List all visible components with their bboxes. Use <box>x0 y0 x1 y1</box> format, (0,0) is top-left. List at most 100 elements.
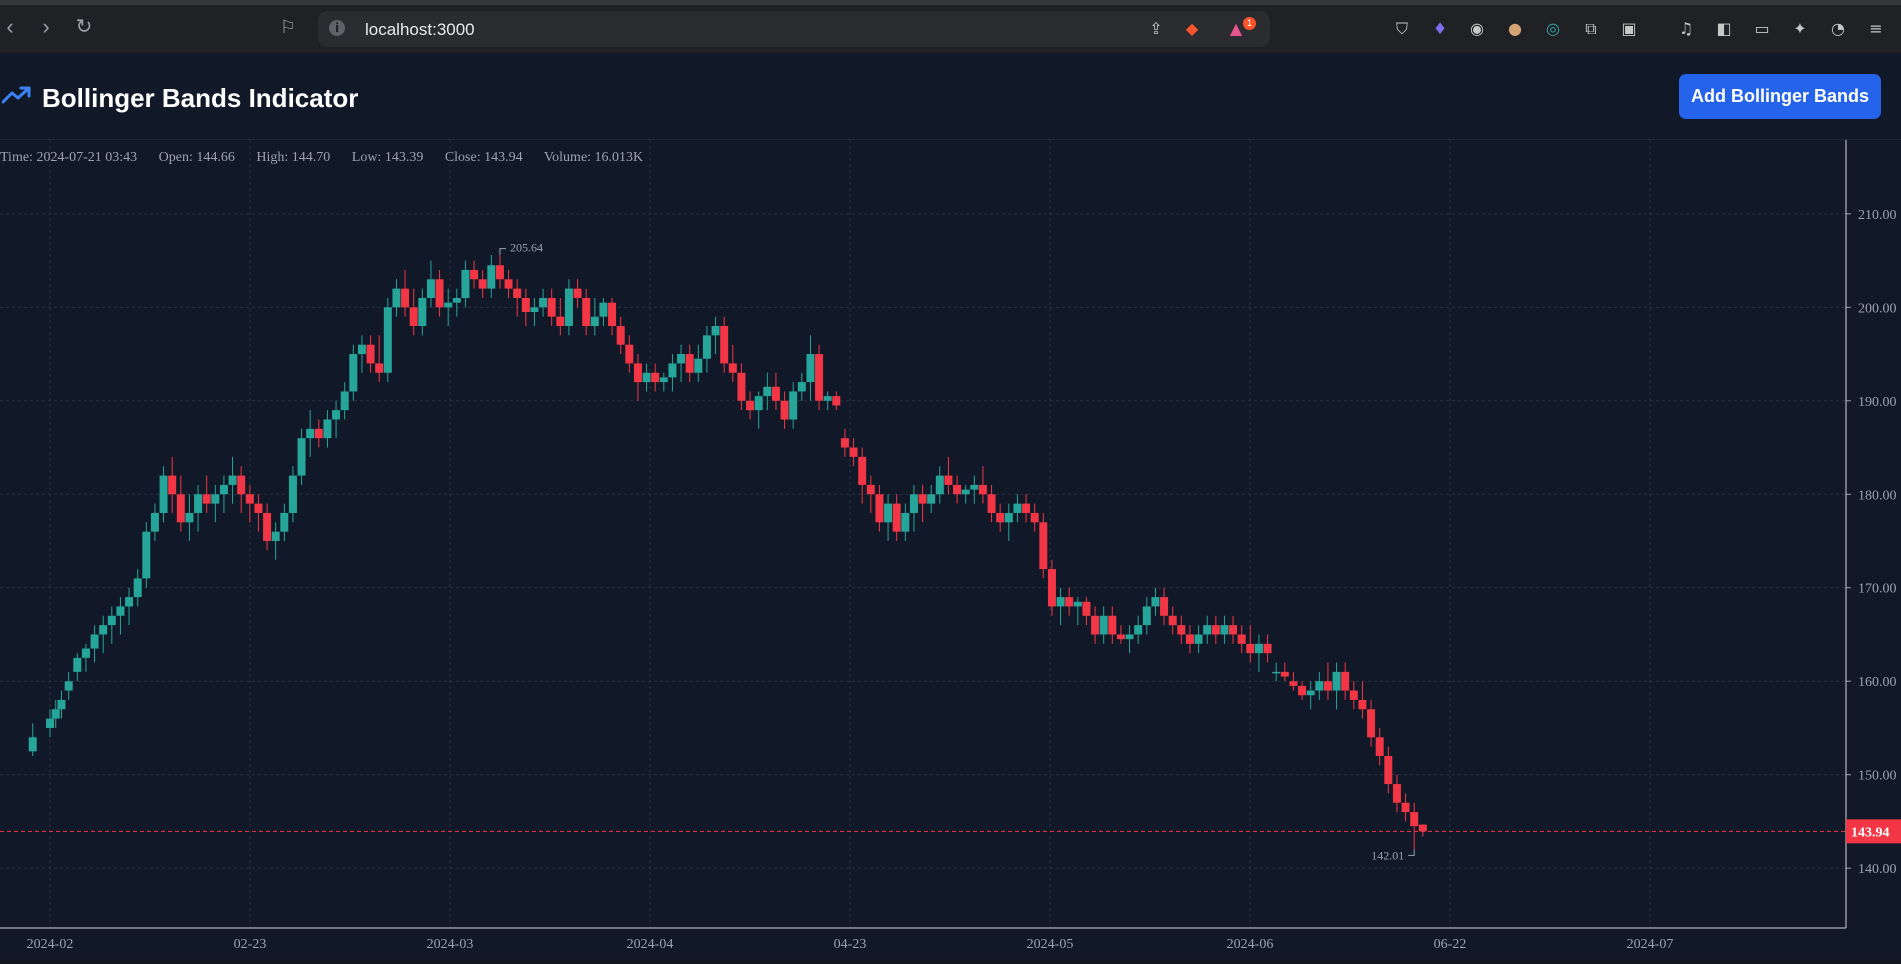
candle-body <box>1039 522 1048 570</box>
reload-icon[interactable]: ↻ <box>75 16 93 38</box>
candle-body <box>176 494 185 523</box>
candle-body <box>271 531 280 542</box>
candle-body <box>582 297 591 327</box>
candle-body <box>46 718 54 728</box>
candle-body <box>763 386 772 397</box>
candle-body <box>142 531 151 579</box>
menu-icon[interactable]: ≡ <box>1869 19 1883 38</box>
legend-open: Open: 144.66 <box>158 150 235 165</box>
candle-body <box>1168 615 1177 626</box>
brave-shield-icon[interactable]: ◆ <box>1185 19 1199 38</box>
candlestick-chart[interactable]: 210.00 200.00 190.00 180.00 170.00 160.00 150.… <box>0 140 1901 959</box>
candle-body <box>452 297 461 303</box>
candle-body <box>51 709 60 719</box>
candle-body <box>219 484 228 495</box>
candle-body <box>547 297 556 317</box>
candle-body <box>366 344 375 364</box>
candle-body <box>944 475 953 485</box>
candle-body <box>1367 709 1376 738</box>
x-tick-label: 2024-02 <box>27 937 74 952</box>
candle-body <box>1177 625 1186 635</box>
candle-body <box>1185 634 1194 644</box>
candle-body <box>927 494 936 504</box>
back-icon[interactable]: ‹ <box>6 14 14 39</box>
candle-body <box>754 396 763 411</box>
candle-body <box>1047 569 1056 607</box>
extension-circle-icon[interactable]: ◉ <box>1470 19 1484 38</box>
legend-volume: Volume: 16.013K <box>543 150 644 165</box>
candle-body <box>901 512 910 532</box>
candle-body <box>711 326 720 336</box>
candle-body <box>1134 625 1143 635</box>
extension-flame-icon[interactable]: ♦ <box>1432 19 1448 38</box>
candle-body <box>858 456 867 485</box>
brave-rewards-icon[interactable]: ▲ <box>1229 19 1243 38</box>
app-header: Bollinger Bands Indicator Add Bollinger … <box>0 53 1901 140</box>
music-icon[interactable]: ♫ <box>1678 19 1694 38</box>
candle-body <box>1384 756 1393 785</box>
candle-body <box>1073 601 1082 607</box>
candle-body <box>1392 784 1401 803</box>
candle-body <box>194 494 203 513</box>
bookmark-icon[interactable]: ⚐ <box>279 17 297 37</box>
y-tick-label: 210.00 <box>1858 208 1897 223</box>
candle-body <box>1099 615 1108 635</box>
candle-body <box>564 288 573 327</box>
candle-body <box>823 396 832 401</box>
candle-body <box>530 307 539 312</box>
sidebar-icon[interactable]: ◧ <box>1716 19 1732 38</box>
forward-icon[interactable]: › <box>42 14 50 39</box>
chart-canvas[interactable]: 210.00 200.00 190.00 180.00 170.00 160.00 150.… <box>0 140 1901 959</box>
cookie-icon[interactable]: ● <box>1508 19 1522 38</box>
y-tick-label: 170.00 <box>1858 582 1897 597</box>
candle-body <box>789 391 798 420</box>
candle-body <box>444 302 453 308</box>
candle-body <box>90 634 99 649</box>
candle-body <box>987 494 996 513</box>
url-text[interactable]: localhost:3000 <box>365 20 475 39</box>
wallet-icon[interactable]: ▭ <box>1754 19 1770 38</box>
page-title: Bollinger Bands Indicator <box>42 83 359 113</box>
notification-badge: 1 <box>1243 17 1256 30</box>
candle-body <box>1410 812 1419 827</box>
candle-body <box>1211 625 1220 635</box>
candle-body <box>64 681 73 691</box>
candle-body <box>1254 643 1263 654</box>
address-bar[interactable]: i localhost:3000 ⇪ ◆ ▲ 1 <box>318 11 1270 47</box>
legend-time: Time: 2024-07-21 03:43 <box>0 150 138 165</box>
candle-body <box>875 494 884 523</box>
candle-body <box>961 489 970 495</box>
candle-body <box>953 484 962 495</box>
candle-body <box>702 335 711 359</box>
extensions-puzzle-icon[interactable]: ⧉ <box>1585 19 1597 38</box>
vpn-shield-icon[interactable]: ⛉ <box>1395 19 1408 38</box>
candle-body <box>401 288 410 308</box>
site-info-icon[interactable]: i <box>329 20 345 36</box>
extension-owl-icon[interactable]: ◎ <box>1546 19 1560 38</box>
candle-body <box>57 699 66 710</box>
y-tick-label: 190.00 <box>1858 395 1897 410</box>
screenshot-icon[interactable]: ▣ <box>1621 19 1637 38</box>
candle-body <box>1349 690 1358 700</box>
legend-low: Low: 143.39 <box>351 150 424 165</box>
candle-body <box>1229 625 1238 635</box>
x-tick-label: 2024-05 <box>1027 937 1074 952</box>
browser-toolbar: ‹ › ↻ ⚐ i localhost:3000 ⇪ ◆ ▲ 1 ⛉ ♦ ◉ ●… <box>0 0 1901 53</box>
candle-body <box>185 512 194 523</box>
candle-body <box>746 400 755 411</box>
candle-body <box>935 475 944 495</box>
x-tick-label: 2024-06 <box>1227 937 1274 952</box>
share-icon[interactable]: ⇪ <box>1149 19 1163 38</box>
legend-close: Close: 143.94 <box>444 150 523 165</box>
leo-ai-icon[interactable]: ✦ <box>1793 19 1807 38</box>
candle-body <box>1108 615 1117 635</box>
add-bollinger-bands-button[interactable]: Add Bollinger Bands <box>1679 74 1881 119</box>
candle-body <box>1194 634 1203 644</box>
candle-body <box>513 288 522 298</box>
candle-body <box>349 354 358 392</box>
candle-body <box>815 354 824 401</box>
brave-vpn-icon[interactable]: ◔ <box>1831 19 1845 38</box>
candle-body <box>487 265 496 289</box>
candle-body <box>1323 681 1332 691</box>
candle-body <box>1332 671 1341 691</box>
